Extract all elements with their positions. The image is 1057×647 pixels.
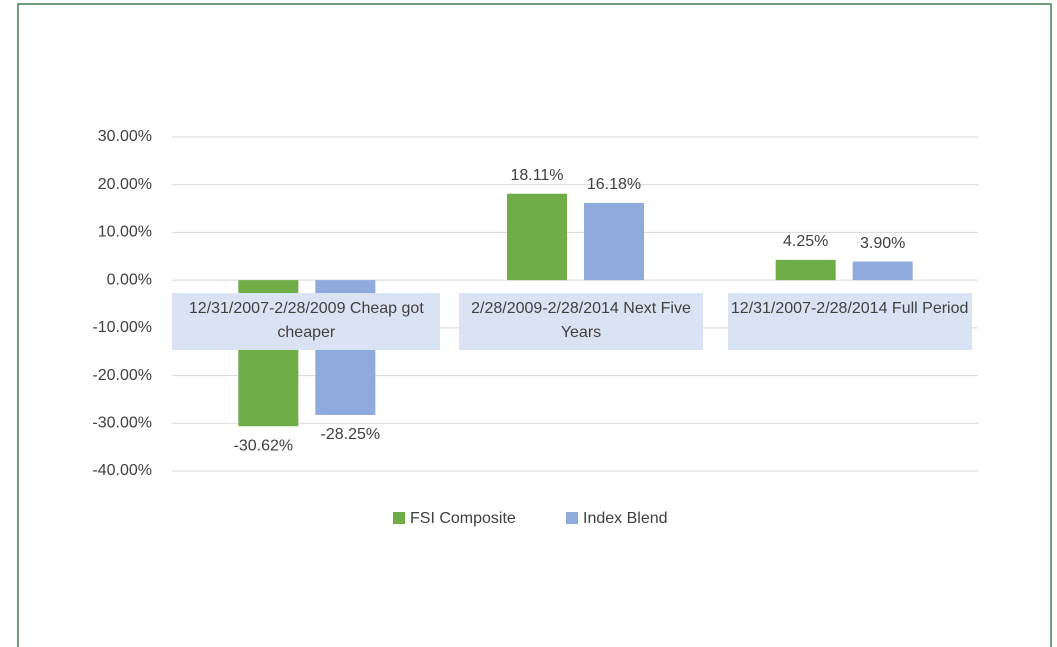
y-tick-label: 20.00% <box>98 176 152 193</box>
data-label: -28.25% <box>321 426 381 443</box>
bar <box>775 259 836 281</box>
data-label: 4.25% <box>783 233 828 250</box>
bar <box>507 193 567 281</box>
data-label: 3.90% <box>860 235 905 252</box>
data-label: 18.11% <box>510 167 563 184</box>
bar <box>852 261 913 281</box>
legend-label: FSI Composite <box>410 510 516 527</box>
x-tick-label: 12/31/2007-2/28/2014 Full Period <box>727 293 972 350</box>
legend-label: Index Blend <box>583 510 668 527</box>
y-tick-label: -30.00% <box>92 415 152 432</box>
y-tick-label: -10.00% <box>92 319 152 336</box>
y-tick-label: 0.00% <box>107 271 152 288</box>
data-label: 16.18% <box>587 176 641 193</box>
bar <box>584 202 644 281</box>
legend-swatch <box>393 512 405 524</box>
frame <box>17 3 1052 647</box>
data-label: -30.62% <box>234 437 294 454</box>
y-tick-label: 30.00% <box>98 128 152 145</box>
x-tick-label: 12/31/2007-2/28/2009 Cheap got cheaper <box>172 293 441 350</box>
y-tick-label: -40.00% <box>92 462 152 479</box>
y-tick-label: -20.00% <box>92 367 152 384</box>
y-tick-label: 10.00% <box>98 224 152 241</box>
legend-swatch <box>566 512 578 524</box>
x-tick-label: 2/28/2009-2/28/2014 Next Five Years <box>459 293 703 350</box>
